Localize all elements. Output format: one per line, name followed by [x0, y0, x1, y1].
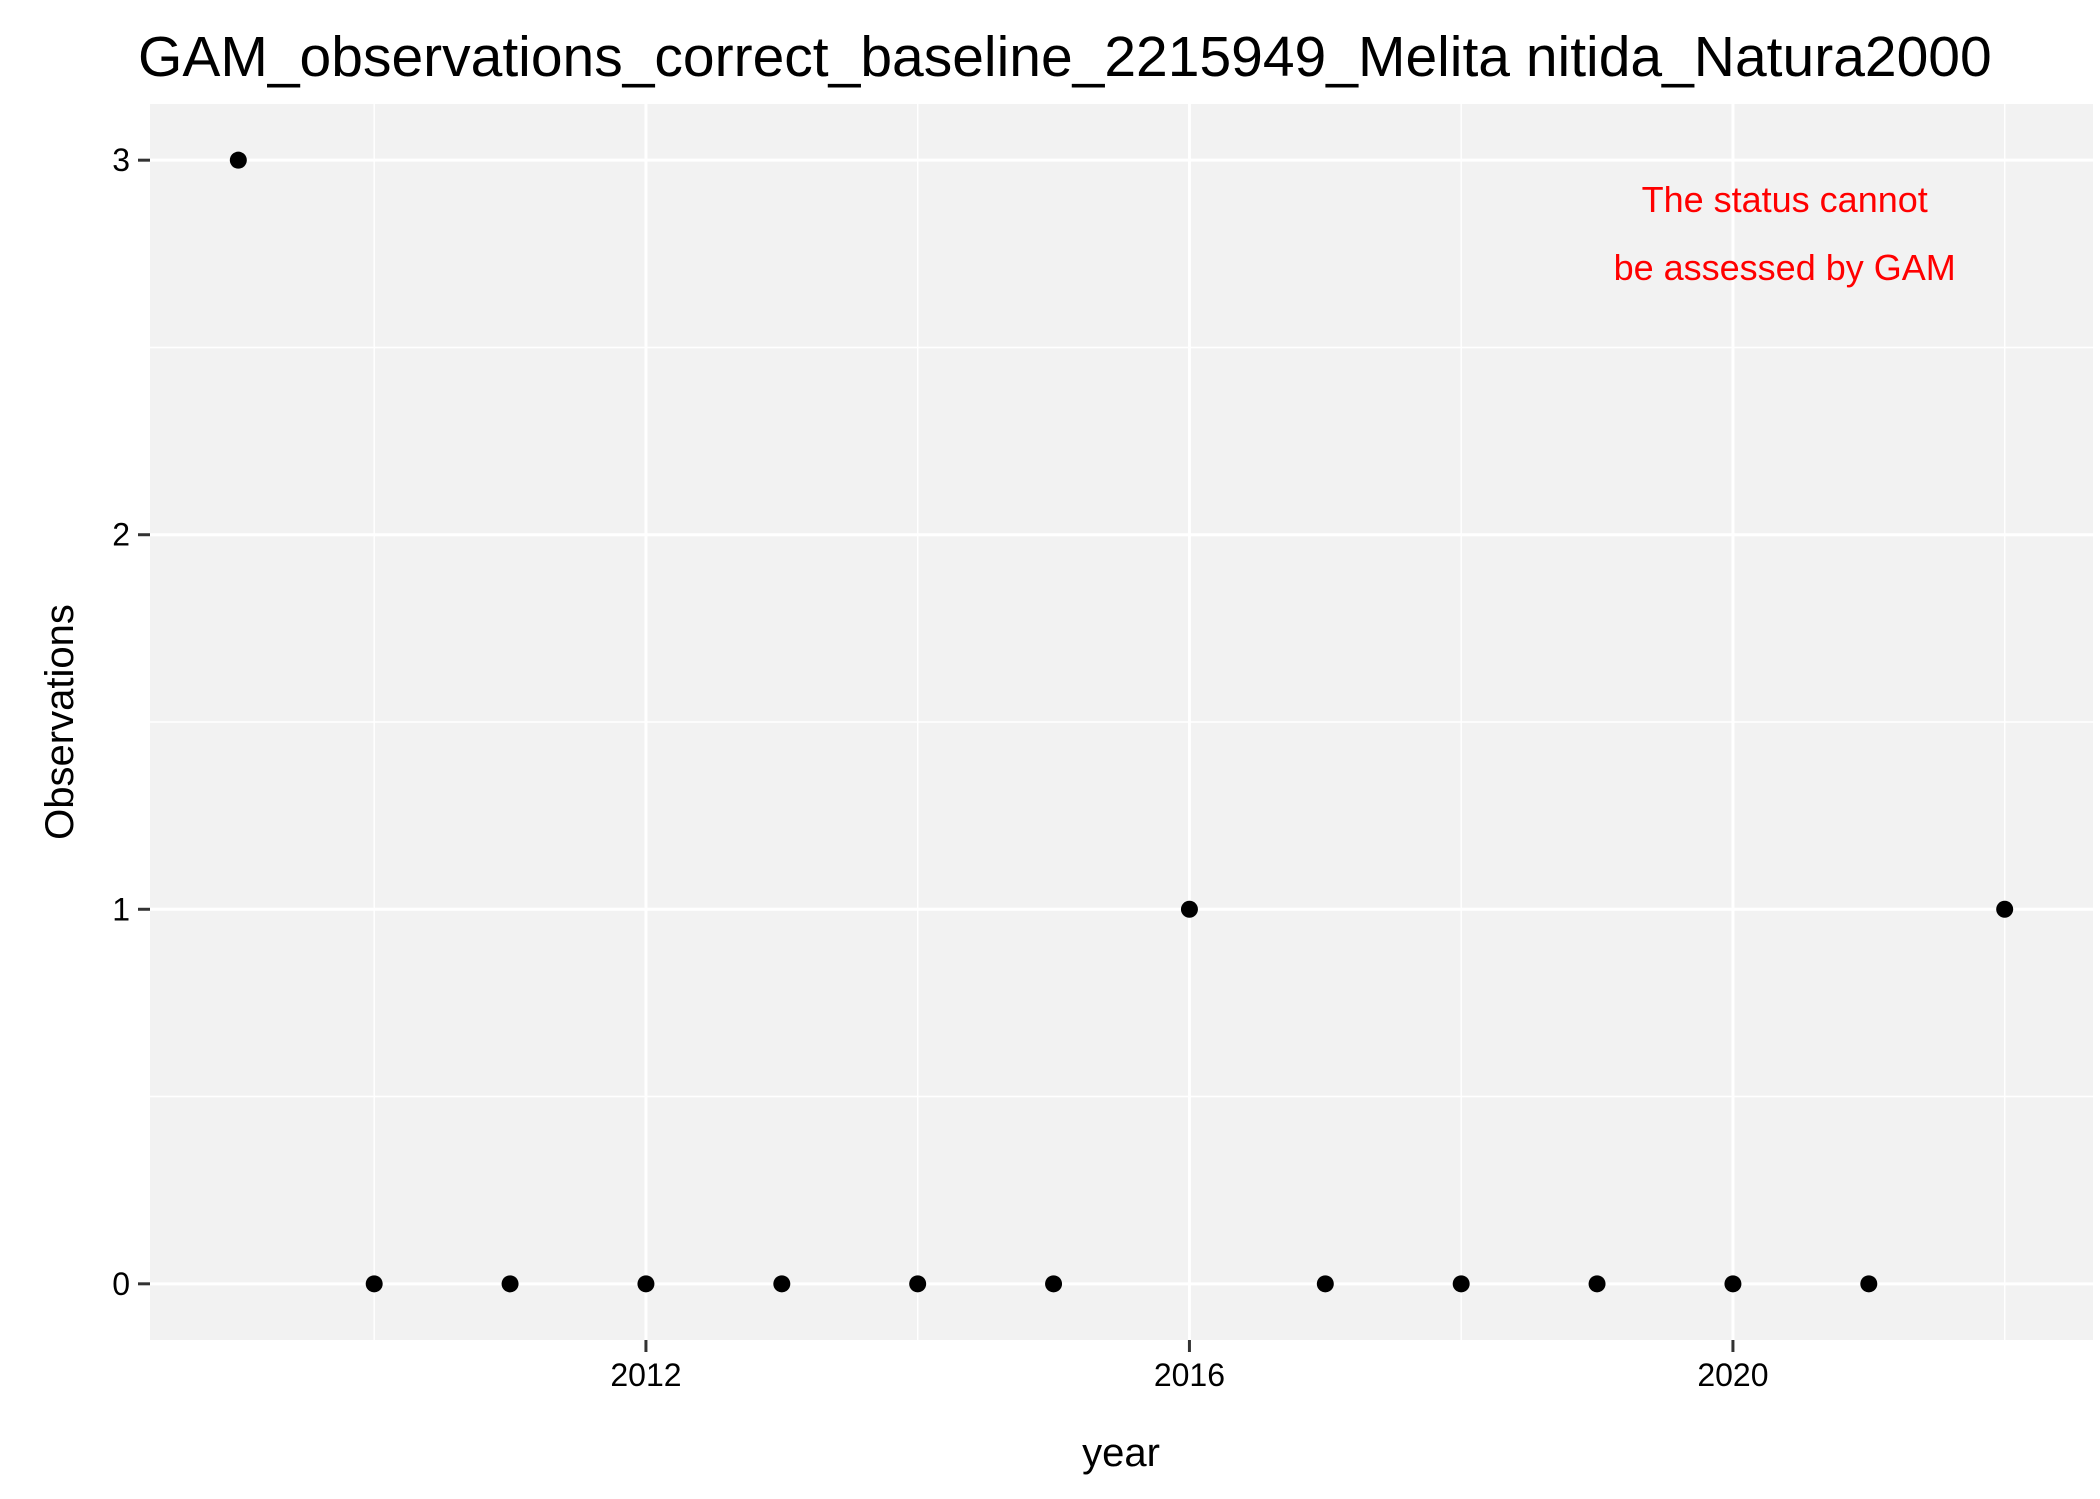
x-tick-label: 2012: [610, 1357, 681, 1393]
y-axis-title: Observations: [38, 604, 82, 840]
data-point: [501, 1275, 519, 1293]
y-tick-label: 0: [112, 1266, 130, 1302]
minor-gridlines: [150, 104, 2093, 1340]
data-point: [365, 1275, 383, 1293]
data-point: [637, 1275, 655, 1293]
x-tick-label: 2016: [1154, 1357, 1225, 1393]
y-tick-label: 2: [112, 517, 130, 553]
x-axis: 2012 2016 2020: [610, 1340, 1769, 1393]
data-point: [773, 1275, 791, 1293]
annotation-line-1: The status cannot: [1642, 179, 1928, 220]
data-point: [1860, 1275, 1878, 1293]
data-points: [229, 151, 2014, 1293]
data-point: [1180, 900, 1198, 918]
data-point: [1996, 900, 2014, 918]
data-point: [1724, 1275, 1742, 1293]
annotation: The status cannot be assessed by GAM: [1614, 179, 1956, 288]
data-point: [1316, 1275, 1334, 1293]
annotation-line-2: be assessed by GAM: [1614, 247, 1956, 288]
data-point: [1588, 1275, 1606, 1293]
data-point: [229, 151, 247, 169]
y-tick-label: 1: [112, 891, 130, 927]
x-tick-label: 2020: [1697, 1357, 1768, 1393]
chart-title: GAM_observations_correct_baseline_221594…: [138, 25, 1992, 89]
x-axis-title: year: [1082, 1431, 1160, 1475]
data-point: [1452, 1275, 1470, 1293]
y-axis: 0 1 2 3: [112, 142, 150, 1302]
y-tick-label: 3: [112, 142, 130, 178]
data-point: [1045, 1275, 1063, 1293]
major-gridlines: [150, 104, 2093, 1340]
data-point: [909, 1275, 927, 1293]
